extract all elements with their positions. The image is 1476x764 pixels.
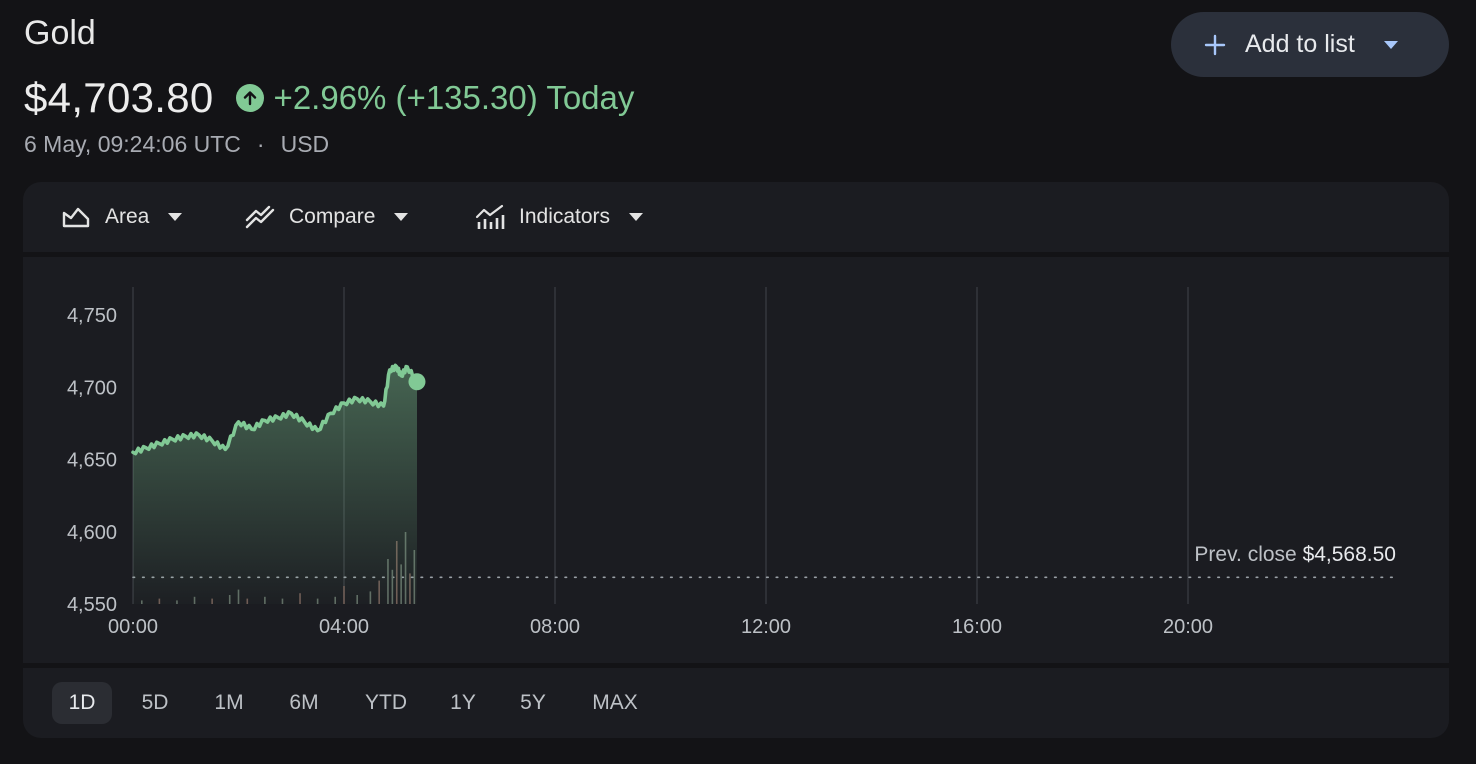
- plus-icon: [1203, 33, 1227, 57]
- y-tick-label: 4,750: [67, 305, 117, 327]
- chart-type-dropdown[interactable]: Area: [61, 182, 183, 252]
- x-tick-label: 20:00: [1163, 616, 1213, 638]
- chart-type-label: Area: [105, 205, 150, 228]
- y-tick-label: 4,600: [67, 522, 117, 544]
- x-tick-label: 00:00: [108, 616, 158, 638]
- previous-close-caption: Prev. close: [1194, 543, 1302, 566]
- indicators-icon: [475, 204, 505, 230]
- y-tick-label: 4,700: [67, 377, 117, 399]
- range-ytd-button[interactable]: YTD: [365, 691, 407, 714]
- current-price: $4,703.80: [24, 74, 214, 121]
- x-tick-label: 16:00: [952, 616, 1002, 638]
- meta-separator: ·: [256, 131, 265, 157]
- asset-title: Gold: [24, 14, 96, 52]
- chevron-down-icon: [393, 212, 409, 222]
- add-to-list-button[interactable]: Add to list: [1171, 12, 1449, 77]
- price-chart-panel: 00:00 04:00 08:00 12:00 16:00 20:00 4,750 4,700…: [23, 257, 1449, 663]
- compare-icon: [245, 205, 275, 229]
- quote-meta: 6 May, 09:24:06 UTC · USD: [24, 131, 329, 158]
- range-1y-button[interactable]: 1Y: [450, 691, 476, 714]
- price-line: [131, 363, 419, 456]
- previous-close-value: $4,568.50: [1303, 543, 1396, 566]
- range-5y-button[interactable]: 5Y: [520, 691, 546, 714]
- quote-currency: USD: [280, 131, 330, 157]
- price-area-fill: [133, 365, 417, 604]
- y-tick-label: 4,550: [67, 594, 117, 616]
- chevron-down-icon: [1381, 39, 1401, 51]
- range-1m-button[interactable]: 1M: [214, 691, 244, 714]
- area-chart-icon: [61, 205, 91, 229]
- indicators-dropdown[interactable]: Indicators: [475, 182, 644, 252]
- previous-close-label: Prev. close $4,568.50: [1194, 543, 1396, 566]
- indicators-label: Indicators: [519, 205, 611, 228]
- price-row: $4,703.80 +2.96% (+135.30) Today: [24, 74, 634, 122]
- x-tick-label: 08:00: [530, 616, 580, 638]
- price-change-text: +2.96% (+135.30) Today: [273, 79, 635, 116]
- price-change: +2.96% (+135.30) Today: [235, 79, 635, 117]
- x-tick-label: 12:00: [741, 616, 791, 638]
- price-chart[interactable]: 00:00 04:00 08:00 12:00 16:00 20:00 4,750 4,700…: [23, 257, 1449, 663]
- y-tick-label: 4,650: [67, 450, 117, 472]
- quote-timestamp: 6 May, 09:24:06 UTC: [24, 131, 241, 157]
- time-range-selector: 1D 5D 1M 6M YTD 1Y 5Y MAX: [23, 668, 1449, 738]
- arrow-up-icon: [235, 84, 264, 112]
- range-5d-button[interactable]: 5D: [141, 691, 169, 714]
- chevron-down-icon: [167, 212, 183, 222]
- range-6m-button[interactable]: 6M: [289, 691, 319, 714]
- compare-label: Compare: [289, 205, 376, 228]
- range-1d-button[interactable]: 1D: [52, 682, 112, 724]
- range-max-button[interactable]: MAX: [592, 691, 638, 714]
- compare-dropdown[interactable]: Compare: [245, 182, 409, 252]
- add-to-list-label: Add to list: [1245, 30, 1355, 58]
- last-price-dot: [408, 373, 426, 391]
- x-tick-label: 04:00: [319, 616, 369, 638]
- chevron-down-icon: [628, 212, 644, 222]
- chart-toolbar: Area Compare Indicators: [23, 182, 1449, 252]
